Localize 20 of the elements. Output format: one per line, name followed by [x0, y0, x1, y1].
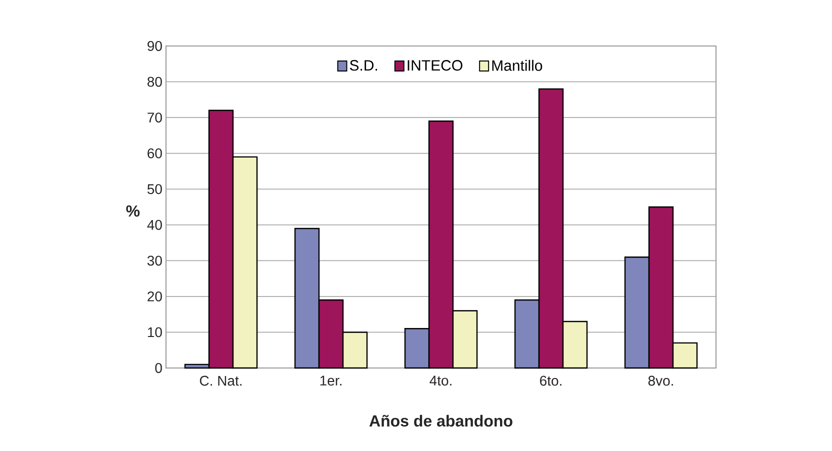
x-tick-label: 6to. [540, 376, 562, 386]
y-tick-label: 20 [148, 291, 162, 302]
y-tick-label: 80 [148, 76, 162, 87]
y-tick-label: 70 [148, 112, 162, 123]
y-axis-title: % [126, 205, 140, 217]
x-tick-label: 8vo. [648, 376, 673, 386]
y-tick-label: 30 [147, 256, 162, 266]
legend-label: S.D. [350, 60, 378, 71]
y-tick-label: 10 [148, 327, 162, 338]
legend-label: INTECO [408, 60, 462, 71]
y-tick-label: 50 [147, 184, 162, 194]
y-tick-label: 60 [148, 148, 162, 158]
x-tick-label: 1er. [320, 376, 342, 386]
x-axis-title: Años de abandono [369, 414, 512, 427]
x-tick-label: 4to. [430, 376, 452, 386]
legend-label: Mantillo [492, 60, 542, 71]
y-tick-label: 90 [148, 41, 162, 51]
y-tick-label: 0 [155, 363, 162, 373]
y-tick-label: 40 [147, 220, 162, 230]
x-tick-label: C. Nat. [200, 376, 242, 386]
